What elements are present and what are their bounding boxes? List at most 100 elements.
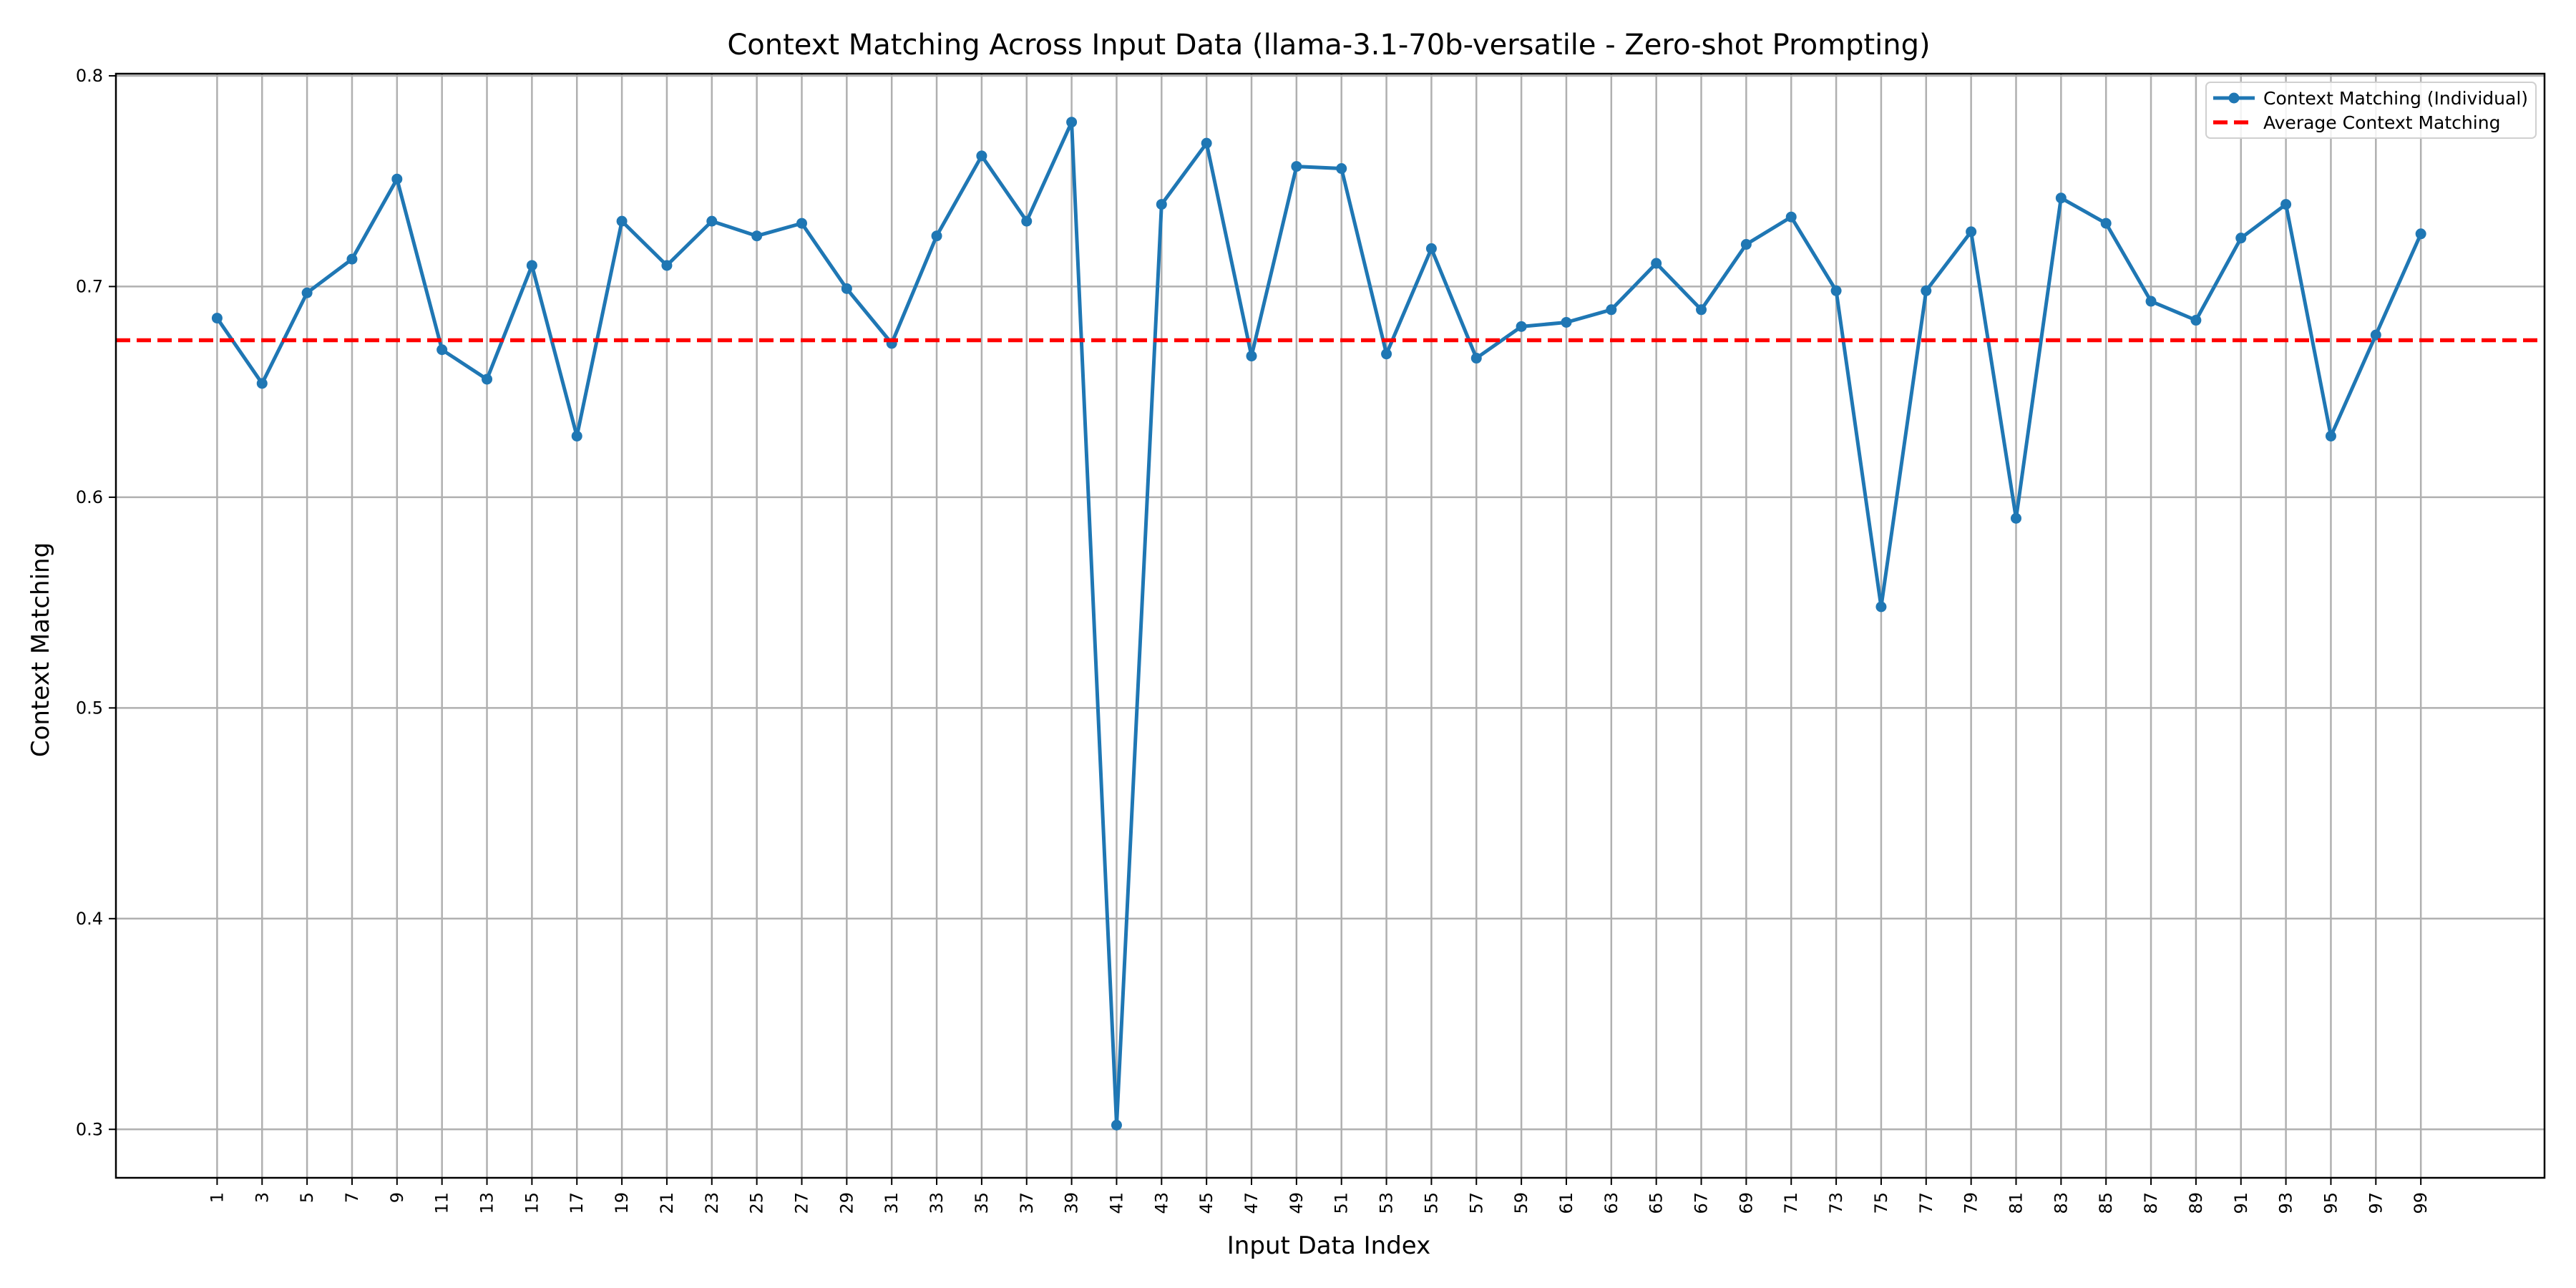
data-point [1785, 211, 1797, 223]
data-point [751, 230, 763, 242]
x-tick-label: 11 [432, 1192, 452, 1214]
legend-marker-swatch [2228, 92, 2240, 104]
data-point [796, 218, 807, 229]
data-point [931, 230, 942, 242]
data-point [391, 173, 403, 185]
x-tick-label: 77 [1916, 1192, 1936, 1214]
y-tick-label: 0.5 [76, 698, 103, 718]
x-tick-label: 75 [1871, 1192, 1891, 1214]
x-tick-label: 13 [477, 1192, 497, 1214]
x-axis-label: Input Data Index [1227, 1231, 1430, 1260]
data-point [526, 260, 537, 271]
chart-title: Context Matching Across Input Data (llam… [727, 29, 1930, 62]
data-point [211, 313, 223, 324]
x-tick-label: 83 [2051, 1192, 2071, 1214]
data-point [1966, 226, 1977, 238]
x-tick-label: 21 [657, 1192, 677, 1214]
x-tick-label: 1 [207, 1192, 227, 1203]
data-point [256, 378, 268, 389]
data-point [1651, 258, 1662, 269]
data-point [976, 150, 987, 162]
x-tick-label: 73 [1826, 1192, 1846, 1214]
x-tick-label: 95 [2321, 1192, 2341, 1214]
data-point [1156, 199, 1167, 210]
x-tick-label: 31 [882, 1192, 902, 1214]
x-tick-label: 39 [1062, 1192, 1082, 1214]
legend-label-individual: Context Matching (Individual) [2263, 88, 2528, 109]
series-line-context-matching [215, 120, 2423, 1127]
data-point [301, 287, 313, 298]
x-tick-label: 41 [1106, 1192, 1126, 1214]
data-point [436, 344, 448, 356]
x-tick-label: 63 [1601, 1192, 1621, 1214]
x-tick-label: 19 [612, 1192, 632, 1214]
legend: Context Matching (Individual) Average Con… [2205, 82, 2537, 139]
x-tick-label: 27 [791, 1192, 811, 1214]
data-point [2235, 233, 2247, 244]
y-tick-label: 0.8 [76, 66, 103, 86]
data-point [1921, 285, 1932, 296]
x-tick-label: 33 [927, 1192, 947, 1214]
data-point [2055, 192, 2067, 204]
data-point [2190, 315, 2202, 326]
data-point [571, 430, 582, 441]
y-axis-label: Context Matching [26, 542, 55, 757]
x-tick-label: 15 [522, 1192, 542, 1214]
legend-label-average: Average Context Matching [2263, 112, 2500, 133]
plot-area-frame [114, 72, 2546, 1179]
x-tick-label: 3 [252, 1192, 272, 1203]
data-point [1606, 304, 1617, 316]
data-point [1696, 304, 1707, 316]
data-point [1875, 601, 1887, 613]
x-tick-label: 69 [1736, 1192, 1756, 1214]
data-point [706, 215, 718, 227]
x-tick-label: 47 [1241, 1192, 1262, 1214]
data-point [1111, 1119, 1122, 1131]
x-tick-label: 91 [2231, 1192, 2251, 1214]
data-point [1291, 161, 1302, 172]
x-tick-label: 61 [1556, 1192, 1576, 1214]
x-tick-label: 71 [1781, 1192, 1801, 1214]
y-tick-label: 0.7 [76, 276, 103, 296]
x-tick-label: 97 [2366, 1192, 2386, 1214]
x-tick-label: 55 [1421, 1192, 1441, 1214]
x-axis-ticks: 1 3 5 7 9 11 13 15 17 19 21 23 25 27 29 31 33 35 37 39 41 43 4… [207, 1178, 2431, 1214]
data-point [2280, 199, 2292, 210]
x-tick-label: 79 [1961, 1192, 1981, 1214]
x-tick-label: 59 [1511, 1192, 1531, 1214]
x-tick-label: 5 [297, 1192, 317, 1203]
data-point [1470, 353, 1482, 364]
x-tick-label: 29 [836, 1192, 857, 1214]
x-tick-label: 17 [567, 1192, 587, 1214]
data-point [2415, 228, 2426, 240]
x-tick-label: 49 [1287, 1192, 1307, 1214]
y-axis-ticks: 0.3 0.4 0.5 0.6 0.7 0.8 [76, 66, 116, 1139]
x-tick-label: 67 [1692, 1192, 1712, 1214]
data-point [2010, 512, 2021, 524]
data-point [1066, 117, 1078, 128]
x-tick-label: 25 [747, 1192, 767, 1214]
data-point [616, 215, 628, 227]
grid-lines [116, 74, 2545, 1178]
data-point [2370, 329, 2381, 341]
legend-box [2205, 82, 2537, 139]
x-tick-label: 43 [1151, 1192, 1171, 1214]
x-tick-label: 51 [1332, 1192, 1352, 1214]
data-point [1740, 239, 1752, 250]
data-points [211, 117, 2426, 1131]
data-point [661, 260, 673, 271]
y-tick-label: 0.3 [76, 1119, 103, 1139]
x-tick-label: 89 [2186, 1192, 2206, 1214]
x-tick-label: 85 [2096, 1192, 2116, 1214]
data-point [841, 283, 852, 294]
y-tick-label: 0.6 [76, 487, 103, 507]
data-point [1246, 351, 1257, 362]
data-point [2325, 430, 2336, 441]
x-tick-label: 93 [2276, 1192, 2296, 1214]
x-tick-label: 45 [1196, 1192, 1216, 1214]
data-point [1021, 215, 1033, 227]
x-tick-label: 65 [1646, 1192, 1667, 1214]
data-point [2145, 296, 2157, 307]
